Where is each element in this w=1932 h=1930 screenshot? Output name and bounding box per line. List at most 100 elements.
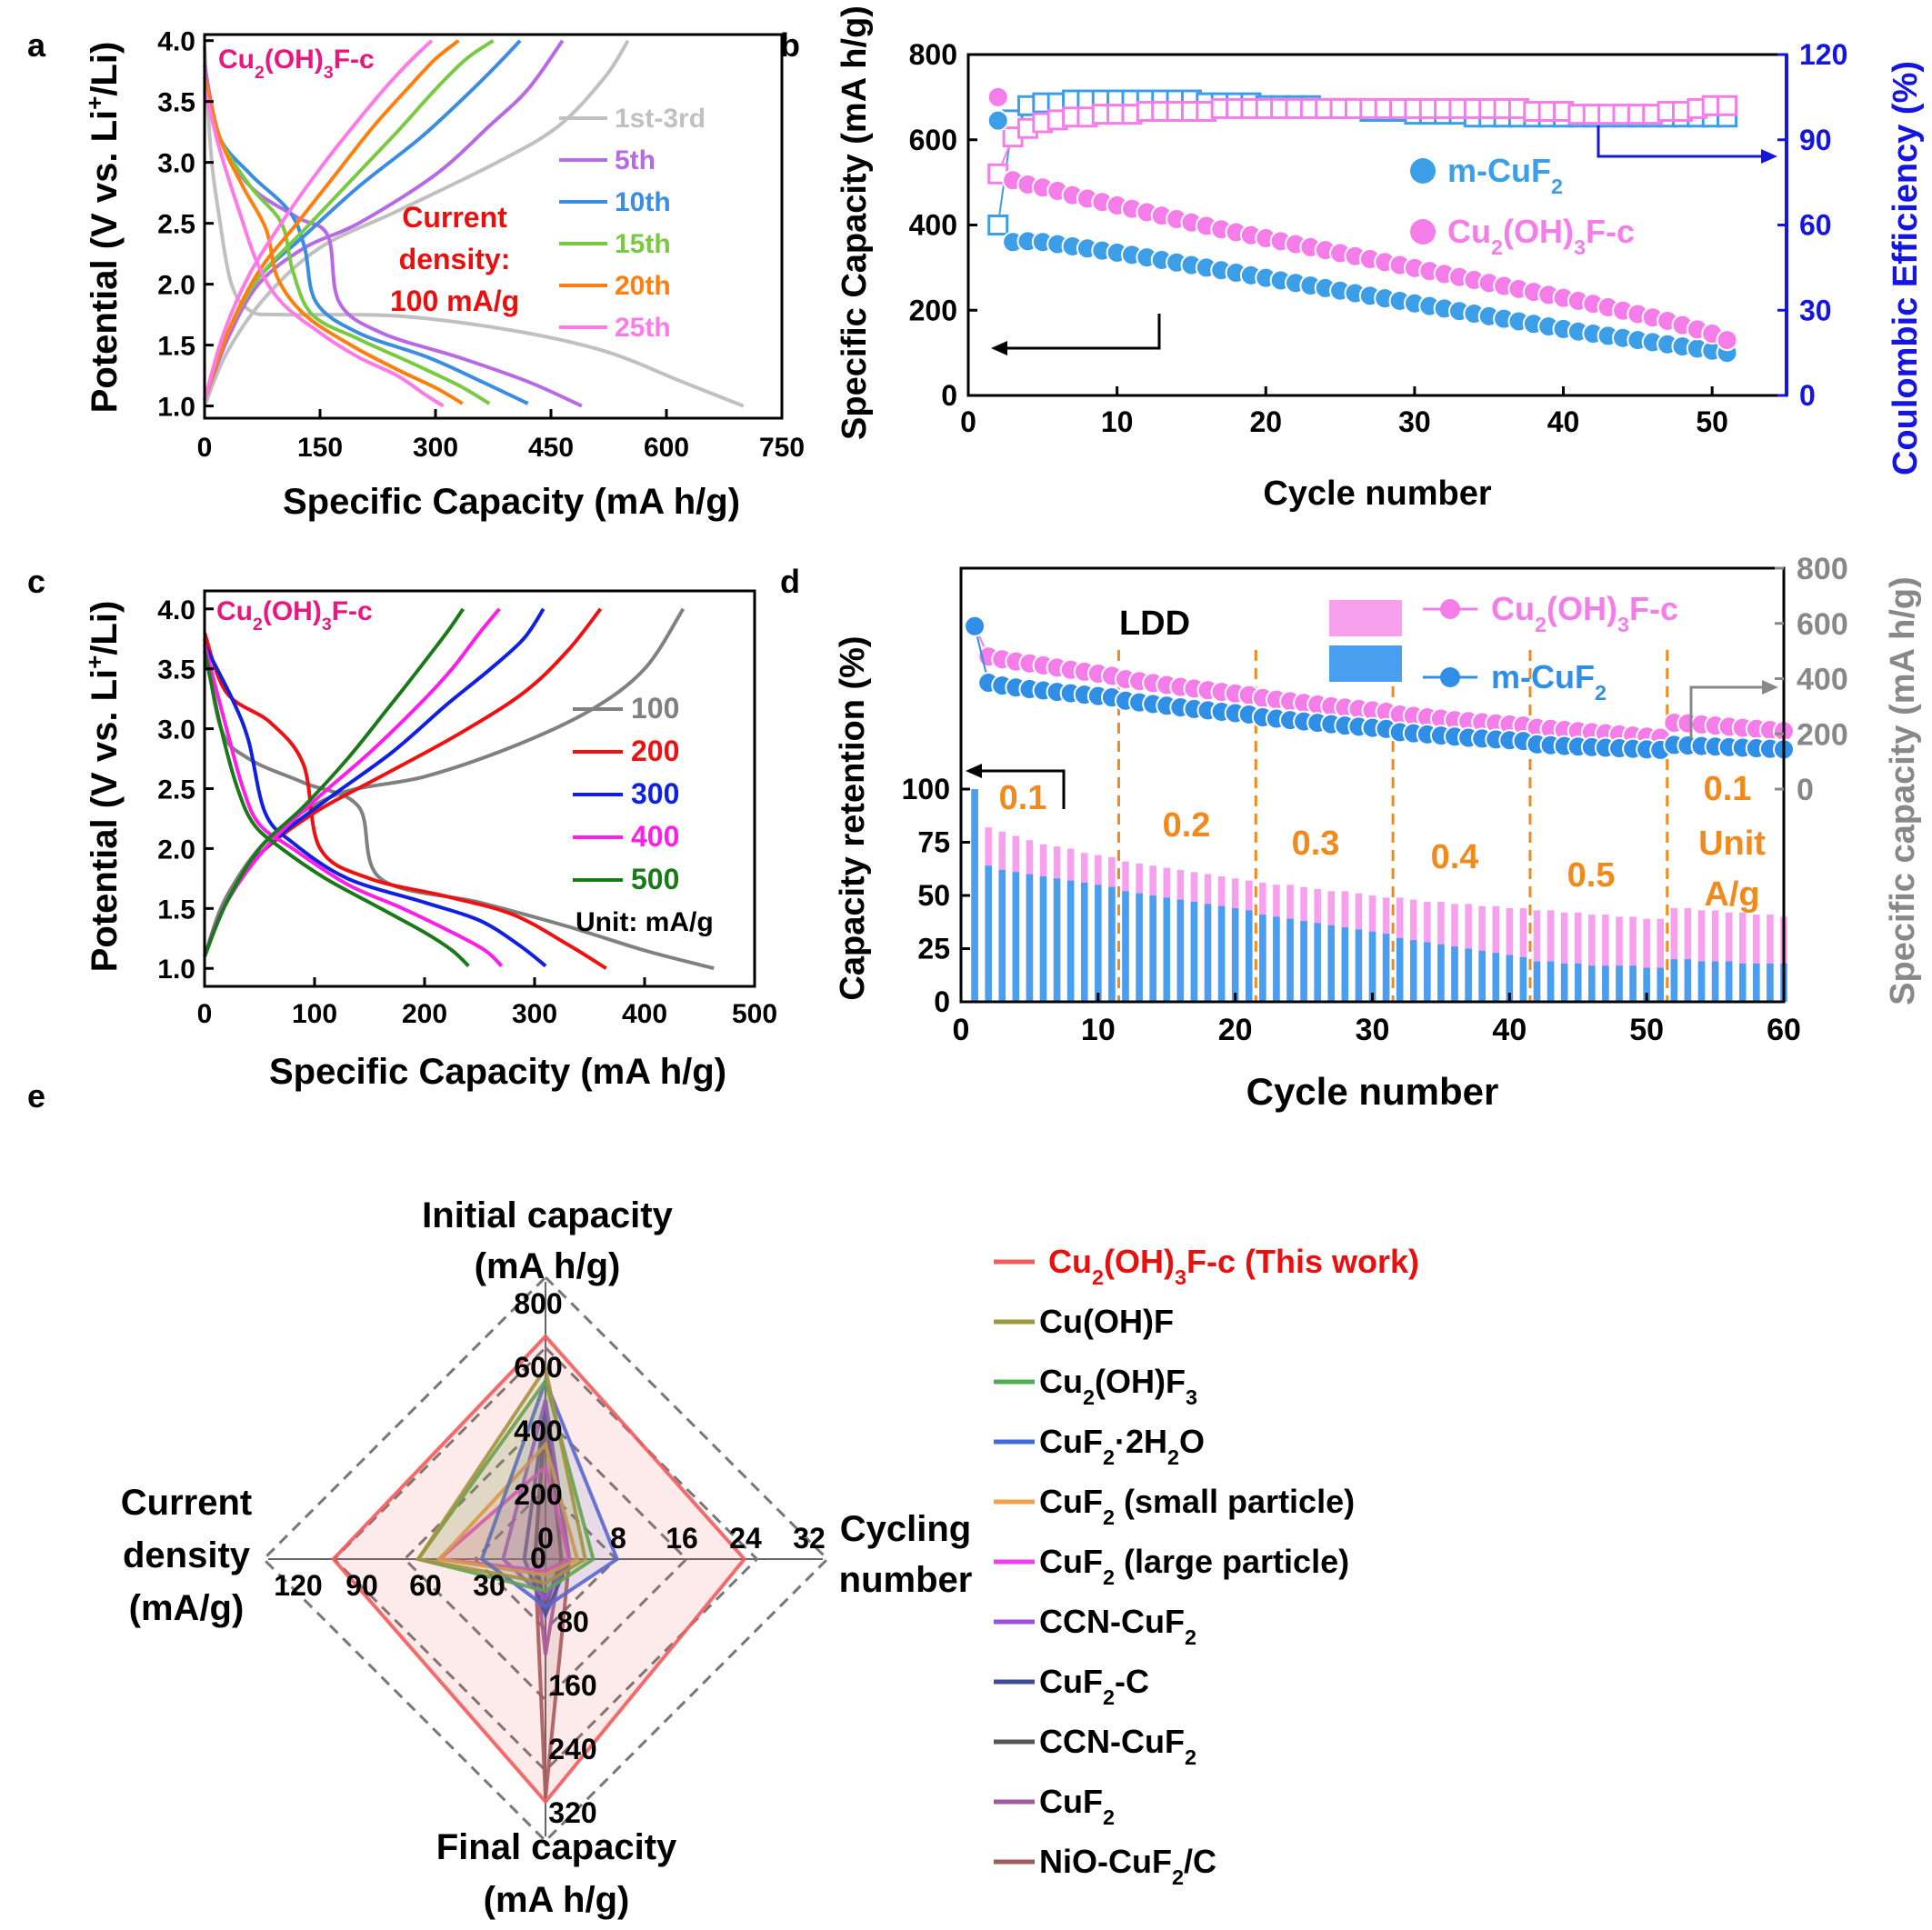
capacity-marker (986, 85, 1009, 108)
label-part: F-c (332, 596, 373, 626)
retention-bar-Cu2(OH)3F-c (1711, 910, 1719, 1002)
annotation: Cu2(OH)3F-c (218, 45, 375, 83)
legend-text: Cu2(OH)3F-c (1491, 590, 1678, 636)
x-axis-title: Cycle number (1246, 1070, 1499, 1113)
panel-label-d: d (780, 563, 800, 600)
charge-curve-1st-3rd (203, 39, 630, 407)
discharge-curve-25th (203, 88, 445, 408)
y-tick-label: 1.5 (157, 332, 195, 362)
retention-bar-Cu2(OH)3F-c (1602, 915, 1609, 1002)
label-part: (OH) (263, 596, 322, 626)
capacity-marker (964, 615, 986, 637)
x-tick-label: 300 (413, 433, 458, 463)
retention-bar-m-CuF2 (1012, 872, 1020, 1002)
label-part: /C (1184, 1843, 1216, 1880)
legend-text: m-CuF2 (1491, 658, 1607, 705)
x-tick-label: 10 (1081, 1013, 1116, 1047)
legend-text: CuF2 (small particle) (1039, 1483, 1355, 1529)
radar-axis-title-final-capacity: Final capacity (436, 1827, 677, 1867)
radar-tick-initial-capacity: 600 (514, 1351, 562, 1384)
subscript: 3 (1175, 1265, 1186, 1289)
x-tick-label: 750 (759, 433, 805, 463)
discharge-curve-500 (203, 650, 470, 968)
legend-text: 25th (615, 313, 671, 343)
legend-text: CuF2-C (1039, 1663, 1149, 1709)
label-part: NiO-CuF (1039, 1843, 1172, 1880)
charge-curve-5th (203, 39, 565, 401)
retention-bar-m-CuF2 (1259, 915, 1266, 1002)
label-part: CuF (1039, 1783, 1103, 1820)
y-tick-label: 0 (934, 985, 950, 1018)
y2-tick-label: 0 (1799, 379, 1816, 412)
retention-bar-Cu2(OH)3F-c (1738, 912, 1747, 1002)
arrow-head (991, 341, 1007, 355)
x-axis-title: Specific Capacity (mA h/g) (269, 1052, 726, 1092)
label-part: CCN-CuF (1039, 1723, 1185, 1760)
retention-bar-m-CuF2 (1506, 955, 1514, 1002)
radar-tick-cycling-number: 16 (666, 1522, 698, 1555)
label-part: -C (1115, 1663, 1149, 1700)
radar-series-Cu(OH)F (415, 1363, 587, 1585)
label-part: Cu (1039, 1363, 1083, 1400)
radar-series-Cu2(OH)F3 (415, 1376, 596, 1594)
retention-bar-m-CuF2 (1767, 963, 1774, 1002)
retention-bar-Cu2(OH)3F-c (1657, 918, 1665, 1002)
label-part: CuF (1039, 1423, 1103, 1460)
retention-bar-Cu2(OH)3F-c (1643, 918, 1650, 1002)
subscript: 2 (1595, 681, 1607, 705)
radar-grid (473, 1486, 618, 1632)
radar-tick-initial-capacity: 0 (530, 1542, 546, 1575)
subscript: 2 (1185, 1745, 1196, 1769)
y2-tick-label: 400 (1797, 663, 1848, 697)
y2-tick-label: 800 (1797, 552, 1848, 586)
plot-frame (203, 33, 784, 420)
current-density-note: 100 mA/g (390, 285, 519, 317)
x-tick-label: 0 (953, 1013, 970, 1047)
legend-text: 10th (615, 187, 671, 217)
y2-tick-label: 60 (1799, 209, 1832, 242)
subscript: 2 (1092, 1265, 1104, 1289)
label-part: Cu (1048, 1243, 1092, 1280)
retention-bar-m-CuF2 (1697, 961, 1706, 1002)
rate-label: 0.1 (999, 779, 1047, 817)
charge-curve-20th (203, 39, 460, 401)
legend-text: Cu2(OH)3F-c (1447, 213, 1635, 259)
discharge-curve-300 (203, 644, 547, 968)
radar-tick-final-capacity: 160 (548, 1669, 596, 1702)
x-tick-label: 0 (197, 999, 213, 1029)
retention-bar-m-CuF2 (1684, 959, 1692, 1002)
y-tick-label: 0 (941, 379, 957, 412)
retention-bar-m-CuF2 (1753, 963, 1760, 1002)
label-part: F-c (This work) (1186, 1243, 1419, 1280)
retention-bar-m-CuF2 (1026, 874, 1034, 1002)
retention-bar-m-CuF2 (1725, 961, 1733, 1002)
unit-label: Unit (1698, 825, 1766, 863)
legend-text: 300 (631, 777, 679, 810)
retention-bar-Cu2(OH)3F-c (1560, 912, 1568, 1002)
legend-text: 200 (631, 735, 679, 767)
retention-bar-m-CuF2 (1382, 934, 1390, 1002)
subscript: 2 (255, 63, 265, 83)
retention-bar-Cu2(OH)3F-c (1629, 916, 1637, 1002)
retention-bar-m-CuF2 (1657, 967, 1665, 1002)
retention-bar-Cu2(OH)3F-c (1533, 910, 1541, 1002)
retention-bar-m-CuF2 (1039, 875, 1047, 1002)
radar-series-Cu2(OH)3F-c (This work) (330, 1334, 747, 1805)
left-axis-arrow (1000, 314, 1161, 350)
retention-bar-Cu2(OH)3F-c (1767, 915, 1774, 1002)
subscript: 2 (1103, 1685, 1115, 1709)
label-part: ·2H (1115, 1423, 1167, 1460)
retention-bar-m-CuF2 (1437, 944, 1445, 1002)
legend-text: 20th (615, 271, 671, 301)
subscript: 3 (1574, 235, 1586, 259)
charge-curve-500 (203, 607, 465, 957)
retention-bar-m-CuF2 (1190, 902, 1198, 1002)
legend-text: 100 (631, 692, 679, 725)
subscript: 2 (1185, 1625, 1196, 1649)
radar-tick-final-capacity: 240 (548, 1733, 596, 1765)
radar-tick-cycling-number: 8 (610, 1522, 626, 1555)
radar-axis-title-cycling-number: number (839, 1560, 973, 1600)
retention-bar-m-CuF2 (985, 865, 992, 1002)
retention-bar-m-CuF2 (1492, 953, 1500, 1002)
